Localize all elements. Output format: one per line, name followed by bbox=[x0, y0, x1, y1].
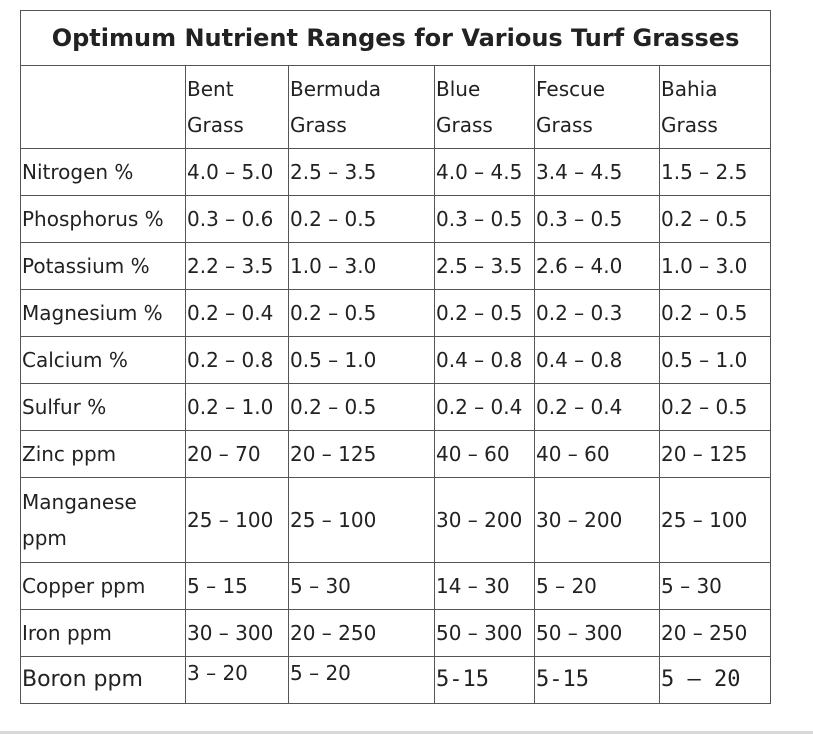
table-cell: 5 – 30 bbox=[658, 562, 772, 610]
table-cell: 0.4 – 0.8 bbox=[434, 336, 535, 384]
table-cell: 5 – 30 bbox=[288, 562, 435, 610]
table-cell: 0.2 – 0.5 bbox=[658, 289, 772, 337]
header-row: Bent Grass Bermuda Grass Blue Grass Fescue G… bbox=[20, 65, 772, 149]
column-header-line1: Bent bbox=[187, 77, 234, 101]
table-cell: 20 – 70 bbox=[185, 430, 289, 478]
table-cell: 25 – 100 bbox=[658, 477, 772, 563]
table-cell: 2.2 – 3.5 bbox=[185, 242, 289, 290]
table-row-manganese: Manganese ppm 25 – 100 25 – 100 30 – 200… bbox=[20, 477, 772, 563]
table-cell: 1.0 – 3.0 bbox=[288, 242, 435, 290]
row-label: Phosphorus % bbox=[20, 195, 186, 243]
column-header-bermuda: Bermuda Grass bbox=[288, 65, 435, 149]
table-cell: 0.3 – 0.5 bbox=[434, 195, 535, 243]
table-cell: 2.5 – 3.5 bbox=[434, 242, 535, 290]
column-header-line1: Blue bbox=[436, 77, 481, 101]
table-cell: 20 – 250 bbox=[658, 609, 772, 657]
table-cell: 50 – 300 bbox=[534, 609, 660, 657]
table-row-calcium: Calcium % 0.2 – 0.8 0.5 – 1.0 0.4 – 0.8 … bbox=[20, 336, 772, 384]
column-header-line2: Grass bbox=[661, 113, 718, 137]
table-cell: 40 – 60 bbox=[434, 430, 535, 478]
table-cell: 0.5 – 1.0 bbox=[658, 336, 772, 384]
table-cell: 50 – 300 bbox=[434, 609, 535, 657]
table-cell: 0.4 – 0.8 bbox=[534, 336, 660, 384]
row-label: Copper ppm bbox=[20, 562, 186, 610]
page-divider bbox=[0, 731, 813, 734]
table-cell: 0.2 – 0.4 bbox=[434, 383, 535, 431]
row-label: Iron ppm bbox=[20, 609, 186, 657]
table-row-copper: Copper ppm 5 – 15 5 – 30 14 – 30 5 – 20 … bbox=[20, 562, 772, 610]
table-cell: 25 – 100 bbox=[288, 477, 435, 563]
table-cell: 3 – 20 bbox=[185, 656, 289, 704]
table-cell: 0.2 – 1.0 bbox=[185, 383, 289, 431]
table-row-sulfur: Sulfur % 0.2 – 1.0 0.2 – 0.5 0.2 – 0.4 0… bbox=[20, 383, 772, 431]
column-header-line1: Bahia bbox=[661, 77, 718, 101]
table-row-zinc: Zinc ppm 20 – 70 20 – 125 40 – 60 40 – 6… bbox=[20, 430, 772, 478]
column-header-line1: Fescue bbox=[536, 77, 606, 101]
column-header-line2: Grass bbox=[290, 113, 347, 137]
table-row-potassium: Potassium % 2.2 – 3.5 1.0 – 3.0 2.5 – 3.… bbox=[20, 242, 772, 290]
table-cell: 3.4 – 4.5 bbox=[534, 148, 660, 196]
table-cell: 0.2 – 0.5 bbox=[288, 195, 435, 243]
table-cell: 0.3 – 0.6 bbox=[185, 195, 289, 243]
row-label: Zinc ppm bbox=[20, 430, 186, 478]
table-row-iron: Iron ppm 30 – 300 20 – 250 50 – 300 50 –… bbox=[20, 609, 772, 657]
table-cell: 1.5 – 2.5 bbox=[658, 148, 772, 196]
column-header-line2: Grass bbox=[187, 113, 244, 137]
table-cell: 2.6 – 4.0 bbox=[534, 242, 660, 290]
nutrient-ranges-table: Optimum Nutrient Ranges for Various Turf… bbox=[19, 10, 772, 704]
table-cell: 1.0 – 3.0 bbox=[658, 242, 772, 290]
table-cell: 0.2 – 0.3 bbox=[534, 289, 660, 337]
table-cell: 4.0 – 4.5 bbox=[434, 148, 535, 196]
table-row-magnesium: Magnesium % 0.2 – 0.4 0.2 – 0.5 0.2 – 0.… bbox=[20, 289, 772, 337]
table-cell: 0.2 – 0.5 bbox=[288, 289, 435, 337]
table-row-boron: Boron ppm 3 – 20 5 – 20 5-15 5-15 5 – 20 bbox=[20, 656, 772, 704]
column-header-bahia: Bahia Grass bbox=[658, 65, 772, 149]
column-header-line2: Grass bbox=[436, 113, 493, 137]
table-cell: 30 – 300 bbox=[185, 609, 289, 657]
row-label: Magnesium % bbox=[20, 289, 186, 337]
table-cell: 5 – 20 bbox=[288, 656, 435, 704]
table-cell: 2.5 – 3.5 bbox=[288, 148, 435, 196]
table-cell: 5 – 20 bbox=[658, 656, 772, 704]
table-cell: 20 – 250 bbox=[288, 609, 435, 657]
row-label: Sulfur % bbox=[20, 383, 186, 431]
table-cell: 30 – 200 bbox=[434, 477, 535, 563]
table-cell: 40 – 60 bbox=[534, 430, 660, 478]
table-cell: 0.2 – 0.5 bbox=[658, 195, 772, 243]
table-cell: 5 – 20 bbox=[534, 562, 660, 610]
table-cell: 14 – 30 bbox=[434, 562, 535, 610]
table-cell: 0.2 – 0.4 bbox=[534, 383, 660, 431]
title-row: Optimum Nutrient Ranges for Various Turf… bbox=[19, 10, 772, 66]
table-cell: 20 – 125 bbox=[658, 430, 772, 478]
row-label: Boron ppm bbox=[20, 656, 186, 704]
row-label: Manganese ppm bbox=[20, 477, 186, 563]
table-cell: 4.0 – 5.0 bbox=[185, 148, 289, 196]
table-cell: 0.5 – 1.0 bbox=[288, 336, 435, 384]
row-label: Calcium % bbox=[20, 336, 186, 384]
table-cell: 0.2 – 0.8 bbox=[185, 336, 289, 384]
table-title: Optimum Nutrient Ranges for Various Turf… bbox=[19, 10, 772, 66]
table-cell: 0.3 – 0.5 bbox=[534, 195, 660, 243]
table-cell: 5 – 15 bbox=[185, 562, 289, 610]
table-cell: 5-15 bbox=[434, 656, 535, 704]
table-cell: 5-15 bbox=[534, 656, 660, 704]
table-cell: 20 – 125 bbox=[288, 430, 435, 478]
column-header-line2: Grass bbox=[536, 113, 593, 137]
table-cell: 0.2 – 0.4 bbox=[185, 289, 289, 337]
column-header-blue: Blue Grass bbox=[434, 65, 535, 149]
table-cell: 30 – 200 bbox=[534, 477, 660, 563]
row-label: Potassium % bbox=[20, 242, 186, 290]
row-label: Nitrogen % bbox=[20, 148, 186, 196]
table-row-phosphorus: Phosphorus % 0.3 – 0.6 0.2 – 0.5 0.3 – 0… bbox=[20, 195, 772, 243]
table-cell: 0.2 – 0.5 bbox=[434, 289, 535, 337]
column-header-fescue: Fescue Grass bbox=[534, 65, 660, 149]
table-cell: 0.2 – 0.5 bbox=[658, 383, 772, 431]
header-corner-cell bbox=[20, 65, 186, 149]
table-row-nitrogen: Nitrogen % 4.0 – 5.0 2.5 – 3.5 4.0 – 4.5… bbox=[20, 148, 772, 196]
column-header-bent: Bent Grass bbox=[185, 65, 289, 149]
column-header-line1: Bermuda bbox=[290, 77, 382, 101]
table-cell: 0.2 – 0.5 bbox=[288, 383, 435, 431]
table-cell: 25 – 100 bbox=[185, 477, 289, 563]
